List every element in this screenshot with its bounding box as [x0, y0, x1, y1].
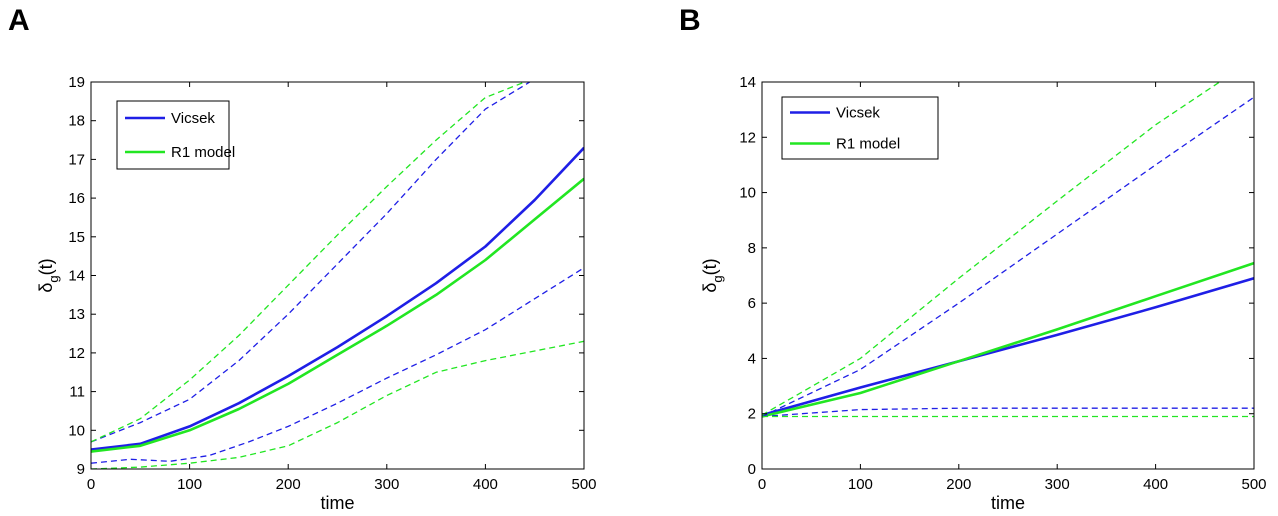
series-line-vicsek-dashed — [762, 96, 1254, 418]
legend: Vicsek R1 model — [116, 100, 235, 170]
y-tick-label: 19 — [68, 74, 85, 91]
x-tick-label: 400 — [473, 476, 498, 493]
series-line-r1-model-mean — [762, 261, 1254, 418]
legend: Vicsek R1 model — [781, 96, 939, 160]
y-tick-label: 12 — [68, 345, 85, 362]
y-axis-label-subscript: g — [710, 275, 725, 282]
x-axis-label: time — [320, 493, 354, 513]
y-tick-label: 12 — [739, 129, 756, 146]
y-tick-label: 9 — [77, 461, 85, 478]
legend-label: Vicsek — [171, 110, 215, 127]
series-line-vicsek-dashed — [91, 82, 531, 443]
x-tick-label: 100 — [177, 476, 202, 493]
legend-box — [781, 96, 939, 160]
series-line-r1-model-dashed — [762, 82, 1220, 416]
series-line-vicsek-mean — [762, 277, 1254, 417]
chart-a: 0 100 200 300 400 500 9 10 11 12 13 14 15 16 17 18 19 tim… — [36, 74, 597, 513]
y-tick-label: 8 — [748, 240, 756, 257]
y-tick-label: 18 — [68, 113, 85, 130]
y-tick-label: 6 — [748, 295, 756, 312]
x-tick-label: 200 — [946, 476, 971, 493]
y-tick-label: 14 — [68, 268, 85, 285]
y-axis-label-tail: (t) — [36, 258, 56, 275]
series-line-vicsek-dashed — [762, 407, 1254, 418]
series-line-vicsek-mean — [91, 146, 584, 451]
y-tick-label: 16 — [68, 190, 85, 207]
y-tick-label: 15 — [68, 229, 85, 246]
series-line-r1-model-dashed — [91, 82, 526, 443]
x-tick-label: 200 — [276, 476, 301, 493]
x-tick-label: 100 — [848, 476, 873, 493]
legend-label: Vicsek — [836, 105, 880, 122]
axes-frame — [761, 81, 1255, 470]
x-tick-label: 300 — [374, 476, 399, 493]
series-group — [91, 82, 584, 469]
x-tick-label: 500 — [571, 476, 596, 493]
y-axis-label-subscript: g — [46, 275, 61, 282]
x-axis-label: time — [991, 493, 1025, 513]
legend-label: R1 model — [836, 136, 900, 153]
chart-b: 0 100 200 300 400 500 0 2 4 6 8 10 12 14 time δg(t) Vics… — [700, 74, 1267, 513]
y-axis-label-symbol: δ — [36, 283, 56, 293]
panel-label-b: B — [679, 4, 701, 37]
legend-label: R1 model — [171, 144, 235, 161]
y-tick-label: 13 — [68, 306, 85, 323]
series-group — [762, 82, 1254, 418]
series-line-r1-model-dashed — [91, 340, 584, 469]
y-tick-label: 4 — [748, 350, 756, 367]
y-tick-label: 2 — [748, 406, 756, 423]
x-tick-label: 0 — [87, 476, 95, 493]
y-axis-label: δg(t) — [36, 258, 61, 292]
panel-label-a: A — [8, 4, 30, 37]
y-axis-label: δg(t) — [700, 258, 725, 292]
y-tick-label: 0 — [748, 461, 756, 478]
legend-box — [116, 100, 230, 170]
y-axis-label-tail: (t) — [700, 258, 720, 275]
series-line-r1-model-mean — [91, 177, 584, 453]
x-tick-label: 0 — [758, 476, 766, 493]
y-axis-label-symbol: δ — [700, 283, 720, 293]
y-tick-label: 17 — [68, 151, 85, 168]
x-tick-label: 400 — [1143, 476, 1168, 493]
y-tick-label: 14 — [739, 74, 756, 91]
x-tick-label: 500 — [1241, 476, 1266, 493]
y-tick-label: 10 — [68, 422, 85, 439]
y-tick-label: 10 — [739, 185, 756, 202]
y-tick-label: 11 — [69, 384, 85, 401]
x-tick-label: 300 — [1045, 476, 1070, 493]
series-line-vicsek-dashed — [91, 267, 584, 464]
